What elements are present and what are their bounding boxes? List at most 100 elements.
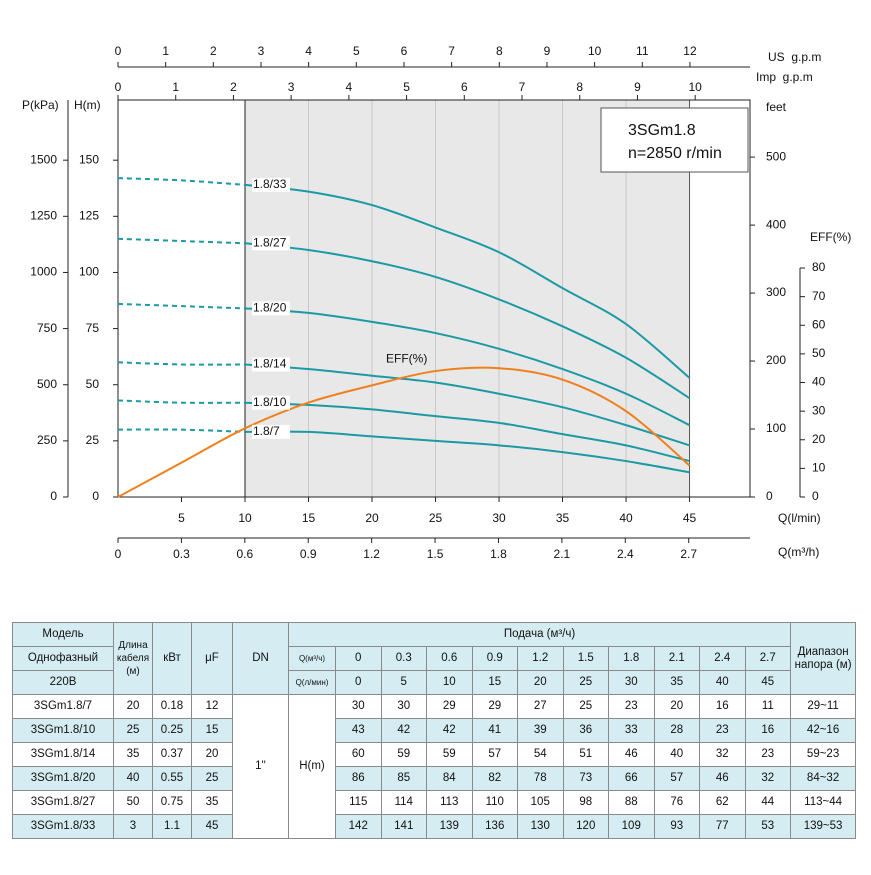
imp-gpm-tick-label: 4 — [346, 80, 353, 94]
table-cell: 42 — [380, 718, 427, 743]
y-tick-label: 75 — [86, 321, 100, 335]
table-cell: 3SGm1.8/10 — [12, 718, 114, 743]
curve-label-bg — [252, 177, 291, 192]
x-tick-label: 45 — [683, 511, 697, 525]
table-cell: 41 — [471, 718, 518, 743]
table-cell: H(m) — [288, 694, 336, 839]
x-tick-label: 15 — [302, 511, 316, 525]
table-cell: 20 — [113, 694, 153, 719]
table-cell: 3SGm1.8/33 — [12, 814, 114, 839]
table-cell: 35 — [191, 790, 233, 815]
pressure-tick-label: 1000 — [30, 265, 57, 279]
title-box — [600, 107, 749, 173]
imp-gpm-tick-label: 10 — [688, 80, 702, 94]
m3h-tick-label: 1.5 — [427, 547, 444, 561]
y-tick-label: 25 — [86, 433, 100, 447]
table-cell: 59 — [380, 742, 427, 767]
table-cell: 1.2 — [517, 646, 564, 671]
table-cell: 84 — [426, 766, 473, 791]
table-cell: 16 — [699, 694, 746, 719]
table-cell: 0.18 — [152, 694, 192, 719]
curve-label-bg — [252, 236, 291, 251]
y2-tick-label: 30 — [812, 403, 826, 417]
table-cell: 40 — [699, 670, 746, 695]
feet-tick-label: 400 — [766, 217, 786, 231]
curve-label: 1.8/33 — [253, 177, 287, 191]
table-cell: 3SGm1.8/27 — [12, 790, 114, 815]
table-cell: 1.1 — [152, 814, 192, 839]
table-cell: 3 — [113, 814, 153, 839]
us-gpm-tick-label: 7 — [448, 44, 455, 58]
curve-label-bg — [252, 301, 291, 316]
y2-tick-label: 50 — [812, 346, 826, 360]
imp-gpm-tick-label: 5 — [403, 80, 410, 94]
table-cell: 57 — [471, 742, 518, 767]
y-tick-label: 0 — [92, 489, 99, 503]
table-cell: 32 — [699, 742, 746, 767]
table-cell: 0.6 — [426, 646, 473, 671]
curve-label: 1.8/20 — [253, 301, 287, 315]
table-cell: 54 — [517, 742, 564, 767]
table-cell: Диапазон напора (м) — [790, 622, 857, 695]
imp-gpm-tick-label: 9 — [634, 80, 641, 94]
table-cell: 3SGm1.8/14 — [12, 742, 114, 767]
table-cell: 53 — [744, 814, 792, 839]
table-cell: 5 — [380, 670, 427, 695]
table-cell: 50 — [113, 790, 153, 815]
table-cell: 2.7 — [744, 646, 792, 671]
table-cell: 30 — [380, 694, 427, 719]
chart-subtitle: n=2850 r/min — [628, 145, 722, 162]
table-cell: μF — [191, 622, 233, 695]
feet-axis-label: feet — [766, 100, 787, 114]
m3h-label: Q(m³/h) — [778, 545, 819, 559]
table-cell: 33 — [608, 718, 655, 743]
table-cell: 15 — [191, 718, 233, 743]
imp-gpm-label: Imp g.p.m — [756, 70, 813, 84]
table-cell: 88 — [608, 790, 655, 815]
table-cell: 1.8 — [608, 646, 655, 671]
y2-tick-label: 10 — [812, 461, 826, 475]
table-cell: 220В — [12, 670, 114, 695]
curve-label-bg — [252, 424, 291, 439]
us-gpm-tick-label: 12 — [683, 44, 697, 58]
x-tick-label: 10 — [238, 511, 252, 525]
us-gpm-tick-label: 5 — [353, 44, 360, 58]
us-gpm-tick-label: 2 — [210, 44, 217, 58]
table-cell: 29 — [471, 694, 518, 719]
y-tick-label: 125 — [79, 208, 99, 222]
table-cell: 0.9 — [471, 646, 518, 671]
imp-gpm-tick-label: 7 — [519, 80, 526, 94]
imp-gpm-tick-label: 0 — [115, 80, 122, 94]
head-curve — [244, 183, 691, 379]
table-cell: 76 — [653, 790, 700, 815]
curve-label-bg — [252, 395, 291, 410]
table-cell: 0 — [335, 646, 382, 671]
table-cell: 0 — [335, 670, 382, 695]
y-tick-label: 150 — [79, 152, 99, 166]
y2-axis-label: EFF(%) — [810, 230, 851, 244]
head-curve-dashed — [117, 237, 246, 245]
table-cell: 29~11 — [790, 694, 857, 719]
table-row: 3SGm1.8/20 40 0.55 25 86 85 84 82 78 73 66 57 46 32 84… — [12, 766, 857, 791]
table-cell: 23 — [699, 718, 746, 743]
table-cell: 85 — [380, 766, 427, 791]
y2-tick-label: 0 — [812, 489, 819, 503]
table-cell: 51 — [562, 742, 609, 767]
table-cell: 62 — [699, 790, 746, 815]
table-cell: 40 — [113, 766, 153, 791]
table-cell: 20 — [653, 694, 700, 719]
table-cell: 43 — [335, 718, 382, 743]
table-cell: 44 — [744, 790, 792, 815]
chart-title: 3SGm1.8 — [628, 122, 696, 139]
table-cell: Q(л/мин) — [288, 670, 336, 695]
pressure-axis-label: P(kPa) — [22, 98, 59, 112]
x-tick-label: 30 — [492, 511, 506, 525]
table-cell: 109 — [608, 814, 655, 839]
table-cell: 114 — [380, 790, 427, 815]
m3h-tick-label: 0.6 — [236, 547, 253, 561]
table-cell: 20 — [191, 742, 233, 767]
table-cell: 30 — [608, 670, 655, 695]
table-cell: 139 — [426, 814, 473, 839]
table-row: Модель Длина кабеля (м) кВт μF DN Подача (м³/… — [12, 622, 857, 695]
table-cell: Длина кабеля (м) — [113, 622, 153, 695]
